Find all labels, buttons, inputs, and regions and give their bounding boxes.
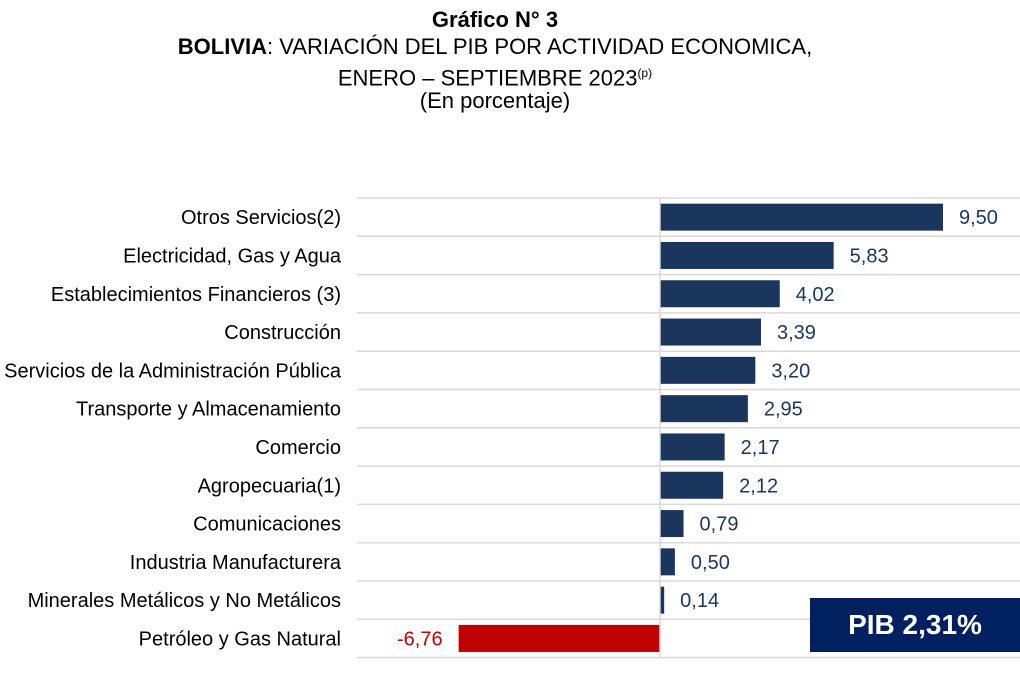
- data-label: 5,83: [850, 245, 889, 267]
- data-label: 3,20: [771, 360, 810, 382]
- data-label: 2,95: [764, 399, 803, 421]
- data-label: 0,79: [700, 514, 739, 536]
- chart-title: Gráfico N° 3: [431, 7, 559, 32]
- data-label: 0,14: [680, 590, 719, 612]
- data-label: 2,17: [741, 437, 780, 459]
- pib-annotation: PIB 2,31%: [810, 598, 1020, 652]
- data-label: 2,12: [739, 475, 778, 497]
- preliminary-mark: (p): [637, 66, 653, 80]
- category-label: Industria Manufacturera: [130, 552, 342, 574]
- chart-unit: (En porcentaje): [419, 88, 571, 113]
- bar: [660, 318, 761, 346]
- category-label: Electricidad, Gas y Agua: [123, 245, 342, 267]
- bar: [660, 548, 675, 576]
- data-label: 4,02: [796, 284, 835, 306]
- category-label: Comercio: [255, 437, 341, 459]
- subtitle-period-text: ENERO – SEPTIEMBRE 2023: [337, 65, 638, 91]
- bar: [660, 241, 834, 269]
- bar: [660, 471, 724, 499]
- category-label: Establecimientos Financieros (3): [51, 284, 341, 306]
- bar: [458, 624, 660, 652]
- data-label: 0,50: [691, 552, 730, 574]
- category-label: Agropecuaria(1): [198, 475, 341, 497]
- bar: [660, 510, 684, 538]
- category-label: Minerales Metálicos y No Metálicos: [28, 590, 341, 612]
- category-label: Transporte y Almacenamiento: [76, 399, 341, 421]
- subtitle-text: : VARIACIÓN DEL PIB POR ACTIVIDAD ECONOM…: [267, 34, 813, 59]
- category-label: Construcción: [224, 322, 341, 344]
- bar: [660, 433, 725, 461]
- bar: [660, 395, 748, 423]
- bar: [660, 203, 943, 231]
- chart-subtitle: BOLIVIA: VARIACIÓN DEL PIB POR ACTIVIDAD…: [0, 33, 990, 60]
- bar: [660, 356, 756, 384]
- subtitle-country: BOLIVIA: [177, 34, 267, 59]
- data-label: 9,50: [959, 207, 998, 229]
- bar: [660, 586, 665, 614]
- category-label: Otros Servicios(2): [181, 207, 341, 229]
- data-label: -6,76: [397, 628, 443, 650]
- chart-subtitle-period: ENERO – SEPTIEMBRE 2023(p): [0, 60, 990, 91]
- bar: [660, 280, 780, 308]
- data-label: 3,39: [777, 322, 816, 344]
- category-label: Servicios de la Administración Pública: [4, 360, 342, 382]
- category-label: Petróleo y Gas Natural: [139, 628, 341, 650]
- category-label: Comunicaciones: [193, 514, 341, 536]
